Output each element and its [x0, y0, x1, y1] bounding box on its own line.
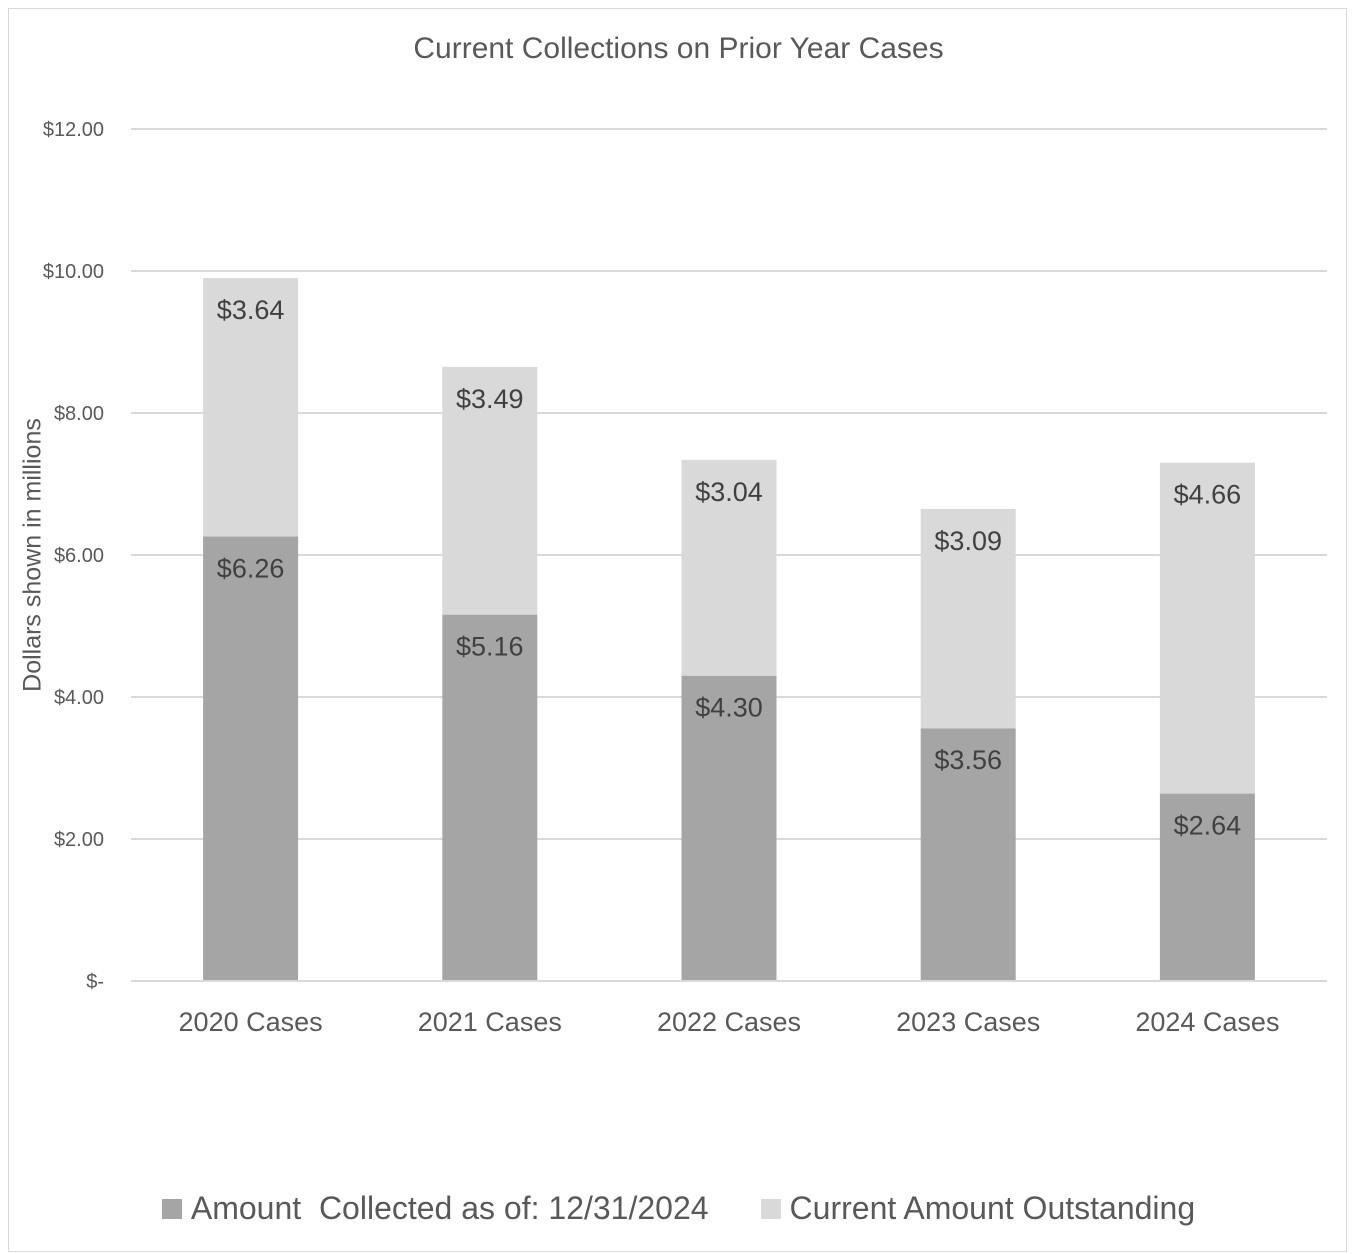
data-label: $3.09 — [934, 526, 1002, 556]
data-label: $4.66 — [1174, 480, 1242, 510]
bar-segment-outstanding — [1159, 462, 1255, 794]
x-tick-label: 2021 Cases — [418, 1007, 562, 1037]
y-tick-label: $- — [86, 971, 104, 993]
legend-label-outstanding: Current Amount Outstanding — [789, 1190, 1196, 1226]
y-tick-label: $12.00 — [43, 119, 104, 141]
chart-legend: Amount Collected as of: 12/31/2024 Curre… — [0, 1190, 1357, 1227]
y-tick-label: $6.00 — [54, 545, 104, 567]
data-label: $3.49 — [456, 384, 524, 414]
y-tick-label: $2.00 — [54, 829, 104, 851]
legend-label-collected: Amount Collected as of: 12/31/2024 — [190, 1190, 709, 1226]
bar-segment-collected — [442, 614, 538, 981]
x-tick-label: 2024 Cases — [1135, 1007, 1279, 1037]
bar-segment-collected — [920, 728, 1016, 981]
x-tick-label: 2022 Cases — [657, 1007, 801, 1037]
legend-item-collected: Amount Collected as of: 12/31/2024 — [161, 1190, 709, 1227]
bar-segment-outstanding — [203, 278, 299, 537]
bar-segment-outstanding — [920, 508, 1016, 729]
data-label: $4.30 — [695, 693, 763, 723]
legend-swatch-collected — [161, 1198, 182, 1219]
y-tick-label: $4.00 — [54, 687, 104, 709]
bar-segment-outstanding — [681, 459, 777, 676]
chart-title: Current Collections on Prior Year Cases — [413, 32, 944, 65]
y-tick-label: $8.00 — [54, 403, 104, 425]
bar-segment-collected — [203, 536, 299, 981]
legend-swatch-outstanding — [760, 1198, 781, 1219]
legend-item-outstanding: Current Amount Outstanding — [760, 1190, 1196, 1227]
data-label: $2.64 — [1174, 811, 1242, 841]
x-tick-label: 2020 Cases — [179, 1007, 323, 1037]
y-tick-label: $10.00 — [43, 261, 104, 283]
bar-segment-collected — [681, 675, 777, 981]
data-label: $6.26 — [217, 554, 285, 584]
data-label: $3.04 — [695, 477, 763, 507]
data-label: $3.56 — [934, 745, 1002, 775]
x-tick-label: 2023 Cases — [896, 1007, 1040, 1037]
data-label: $5.16 — [456, 632, 524, 662]
bar-segment-outstanding — [442, 366, 538, 615]
bar-segment-collected — [1159, 793, 1255, 981]
data-label: $3.64 — [217, 295, 285, 325]
